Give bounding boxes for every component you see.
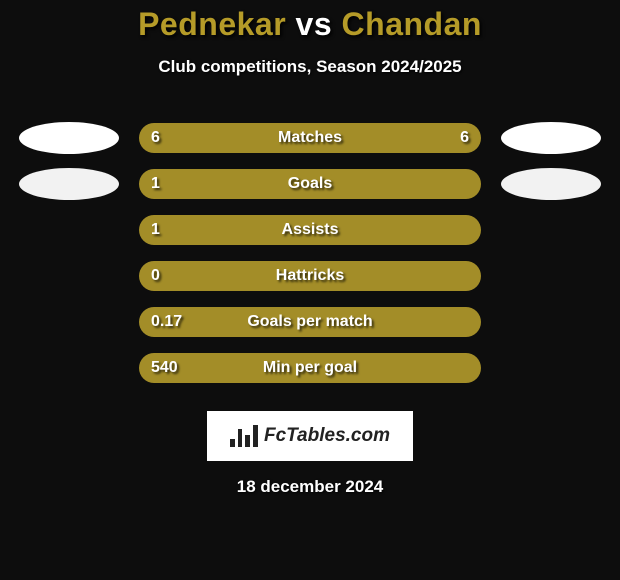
stat-left-value: 1 [151, 175, 160, 193]
stat-bar: 6 Matches 6 [139, 123, 481, 153]
player2-ellipse [501, 168, 601, 200]
player1-ellipse [19, 122, 119, 154]
stat-bar: 1 Assists [139, 215, 481, 245]
stat-left-value: 540 [151, 359, 178, 377]
comparison-card: Pednekar vs Chandan Club competitions, S… [0, 0, 620, 497]
stat-left-value: 0 [151, 267, 160, 285]
subtitle: Club competitions, Season 2024/2025 [158, 57, 461, 77]
stat-row: 0 Hattricks [0, 253, 620, 299]
stat-row: 0.17 Goals per match [0, 299, 620, 345]
stat-row: 1 Assists [0, 207, 620, 253]
stat-left-value: 0.17 [151, 313, 182, 331]
stat-left-value: 1 [151, 221, 160, 239]
stat-label: Min per goal [263, 359, 357, 377]
title-player2: Chandan [342, 6, 482, 42]
stat-row: 540 Min per goal [0, 345, 620, 391]
stat-row: 6 Matches 6 [0, 115, 620, 161]
logo-text: FcTables.com [264, 425, 390, 447]
stat-bar: 0.17 Goals per match [139, 307, 481, 337]
player1-ellipse [19, 168, 119, 200]
date-text: 18 december 2024 [237, 477, 384, 497]
stat-right-value: 6 [460, 129, 469, 147]
stat-left-value: 6 [151, 129, 160, 147]
title-vs: vs [296, 6, 333, 42]
stats-area: 6 Matches 6 1 Goals 1 Assists 0 Hattricks 0.17 Goa… [0, 115, 620, 391]
stat-bar: 1 Goals [139, 169, 481, 199]
stat-label: Assists [282, 221, 339, 239]
stat-label: Goals [288, 175, 332, 193]
stat-row: 1 Goals [0, 161, 620, 207]
page-title: Pednekar vs Chandan [138, 6, 482, 43]
title-player1: Pednekar [138, 6, 286, 42]
stat-bar: 0 Hattricks [139, 261, 481, 291]
player2-ellipse [501, 122, 601, 154]
stat-label: Goals per match [247, 313, 372, 331]
stat-label: Hattricks [276, 267, 344, 285]
fctables-logo: FcTables.com [207, 411, 413, 461]
stat-label: Matches [278, 129, 342, 147]
stat-bar: 540 Min per goal [139, 353, 481, 383]
bar-chart-icon [230, 425, 258, 447]
